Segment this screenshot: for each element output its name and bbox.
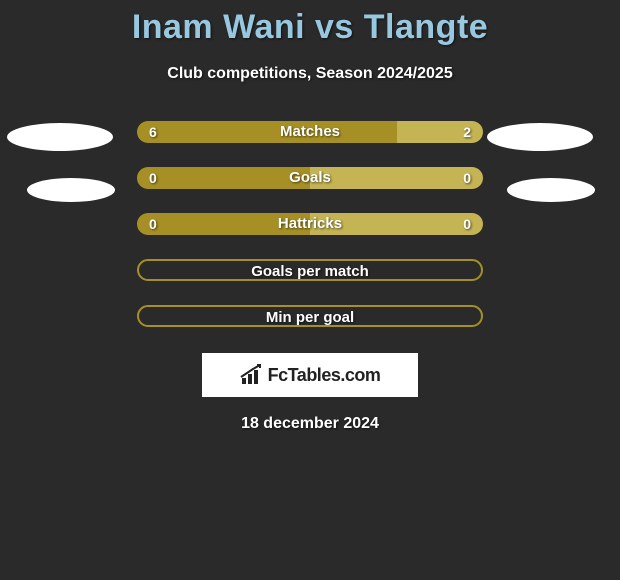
bar-right-value: 2 bbox=[463, 121, 471, 143]
subtitle: Club competitions, Season 2024/2025 bbox=[0, 65, 620, 83]
bar-row: 00Hattricks bbox=[137, 213, 483, 235]
bar-left-value: 6 bbox=[149, 121, 157, 143]
bar-left-segment bbox=[137, 213, 310, 235]
bar-row: 00Goals bbox=[137, 167, 483, 189]
decorative-ellipse bbox=[27, 178, 115, 202]
bar-right-value: 0 bbox=[463, 167, 471, 189]
logo-box: FcTables.com bbox=[202, 353, 418, 397]
bar-label: Min per goal bbox=[139, 307, 481, 327]
bar-left-segment bbox=[137, 121, 397, 143]
comparison-bars: 62Matches00Goals00HattricksGoals per mat… bbox=[0, 121, 620, 327]
decorative-ellipse bbox=[487, 123, 593, 151]
decorative-ellipse bbox=[507, 178, 595, 202]
bar-left-value: 0 bbox=[149, 213, 157, 235]
chart-icon bbox=[240, 364, 264, 386]
bar-row: 62Matches bbox=[137, 121, 483, 143]
bar-right-segment bbox=[310, 167, 483, 189]
bar-row: Min per goal bbox=[137, 305, 483, 327]
bar-row: Goals per match bbox=[137, 259, 483, 281]
date-line: 18 december 2024 bbox=[0, 415, 620, 433]
page-title: Inam Wani vs Tlangte bbox=[0, 0, 620, 47]
decorative-ellipse bbox=[7, 123, 113, 151]
logo-text: FcTables.com bbox=[268, 365, 381, 386]
bar-right-segment bbox=[310, 213, 483, 235]
bar-left-segment bbox=[137, 167, 310, 189]
bar-label: Goals per match bbox=[139, 261, 481, 281]
bar-right-value: 0 bbox=[463, 213, 471, 235]
bar-left-value: 0 bbox=[149, 167, 157, 189]
